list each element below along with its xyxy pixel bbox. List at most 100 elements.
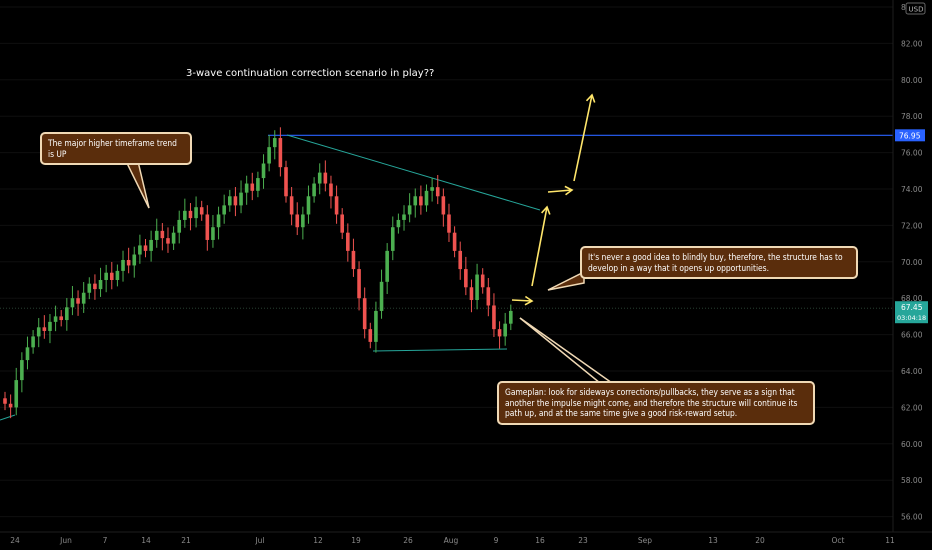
time-tick-label: Aug	[444, 536, 459, 545]
candle-body	[149, 239, 153, 251]
candle-body	[464, 269, 468, 288]
price-tick-label: 60.00	[901, 440, 923, 449]
candle-body	[154, 230, 159, 240]
candle-body	[284, 167, 288, 197]
arrow-sideways-2-head	[564, 185, 574, 196]
candle-body	[25, 347, 30, 361]
arrow-impulse-1	[531, 206, 548, 287]
candle-body	[256, 178, 260, 191]
candle-body	[233, 196, 238, 206]
price-tick-label: 68.00	[901, 294, 923, 303]
time-tick-label: Oct	[832, 536, 845, 545]
resistance-price-badge	[895, 129, 925, 142]
candle-body	[385, 250, 389, 282]
price-tick-label: 66.00	[901, 331, 923, 340]
candle-body	[317, 172, 322, 184]
time-axis-bg	[0, 532, 932, 550]
candle-body	[475, 274, 479, 301]
callout-trend-text: The major higher timeframe trend is UP	[48, 138, 177, 159]
candle-body	[312, 183, 316, 197]
candle-body	[419, 196, 423, 206]
arrow-impulse-1-head	[541, 205, 551, 215]
price-tick-label: 64.00	[901, 367, 923, 376]
countdown-label: 03:04:18	[897, 314, 926, 322]
candle-body	[239, 192, 243, 206]
time-tick-label: Jun	[59, 536, 72, 545]
callout-gameplan-text: Gameplan: look for sideways corrections/…	[505, 387, 798, 418]
candle-body	[188, 210, 193, 219]
candle-body	[177, 219, 182, 233]
candle-body	[295, 214, 300, 228]
candle-body	[250, 183, 255, 191]
candle-body	[199, 207, 204, 215]
candle-body	[407, 205, 412, 215]
projection-arrows[interactable]	[511, 93, 596, 306]
time-tick-label: 13	[708, 536, 718, 545]
candle-body	[81, 292, 86, 304]
callout-gameplan-pointer-a	[519, 317, 613, 384]
candle-body	[357, 269, 361, 299]
candle-body	[458, 250, 463, 270]
candle-body	[244, 183, 249, 193]
candle-body	[441, 196, 446, 215]
candle-body	[194, 207, 198, 219]
price-tick-label: 70.00	[901, 258, 923, 267]
candle-body	[143, 245, 148, 251]
time-tick-label: 12	[313, 536, 323, 545]
candle-body	[435, 187, 440, 197]
time-tick-label: 24	[10, 536, 20, 545]
candle-body	[126, 259, 131, 266]
candle-body	[430, 187, 434, 191]
time-tick-label: 20	[755, 536, 765, 545]
candle-body	[87, 283, 92, 293]
arrow-impulse-2	[573, 94, 593, 182]
candle-body	[301, 214, 305, 228]
support-line	[372, 348, 508, 352]
candle-body	[351, 250, 356, 270]
callout-pointers	[120, 152, 613, 384]
candle-body	[109, 272, 114, 280]
arrow-impulse-2-head	[585, 93, 596, 103]
price-tick-label: 76.00	[901, 149, 923, 158]
time-tick-label: 26	[403, 536, 413, 545]
candle-body	[14, 380, 19, 408]
candle-body	[509, 310, 513, 324]
candle-body	[8, 403, 13, 408]
candle-body	[334, 196, 339, 215]
last-price-label: 67.45	[901, 303, 923, 312]
candle-body	[261, 163, 266, 179]
candle-body	[65, 307, 69, 321]
time-tick-label: 14	[141, 536, 151, 545]
candle-body	[20, 360, 24, 381]
candle-body	[289, 196, 294, 215]
time-tick-label: Sep	[638, 536, 652, 545]
time-tick-label: 11	[885, 536, 895, 545]
callout-trend[interactable]: The major higher timeframe trend is UP	[40, 132, 192, 165]
candle-body	[267, 147, 271, 164]
candle-body	[36, 327, 41, 337]
callout-gameplan-pointer-b	[519, 317, 601, 384]
callout-gameplan-anchor	[506, 323, 538, 384]
candle-body	[53, 316, 58, 322]
candle-body	[166, 238, 170, 244]
callout-gameplan[interactable]: Gameplan: look for sideways corrections/…	[497, 381, 815, 425]
price-axis[interactable]: 56.00 58.00 60.00 62.00 64.00 66.00 68.00 70.00…	[892, 0, 932, 550]
arrow-sideways-1-head	[524, 295, 534, 306]
time-tick-label: 9	[494, 536, 499, 545]
time-axis[interactable]: 24 Jun 7 14 21 Jul 12 19 26 Aug 9 16 23 Sep 13 20 Oct 11	[0, 531, 932, 550]
currency-badge	[905, 2, 926, 15]
candle-body	[452, 232, 457, 251]
trend-lines[interactable]	[0, 134, 541, 421]
candle-body	[480, 274, 485, 288]
callout-blind-buy[interactable]: It's never a good idea to blindly buy, t…	[580, 246, 858, 279]
candle-body	[413, 196, 418, 206]
time-tick-label: 7	[103, 536, 108, 545]
candle-body	[486, 287, 491, 306]
currency-label: USD	[909, 6, 924, 14]
price-tick-label: 80.00	[901, 76, 923, 85]
horizontal-levels[interactable]	[0, 134, 893, 309]
candle-body	[503, 323, 507, 337]
time-tick-label: 21	[181, 536, 191, 545]
chart-title: 3-wave continuation correction scenario …	[186, 68, 435, 79]
